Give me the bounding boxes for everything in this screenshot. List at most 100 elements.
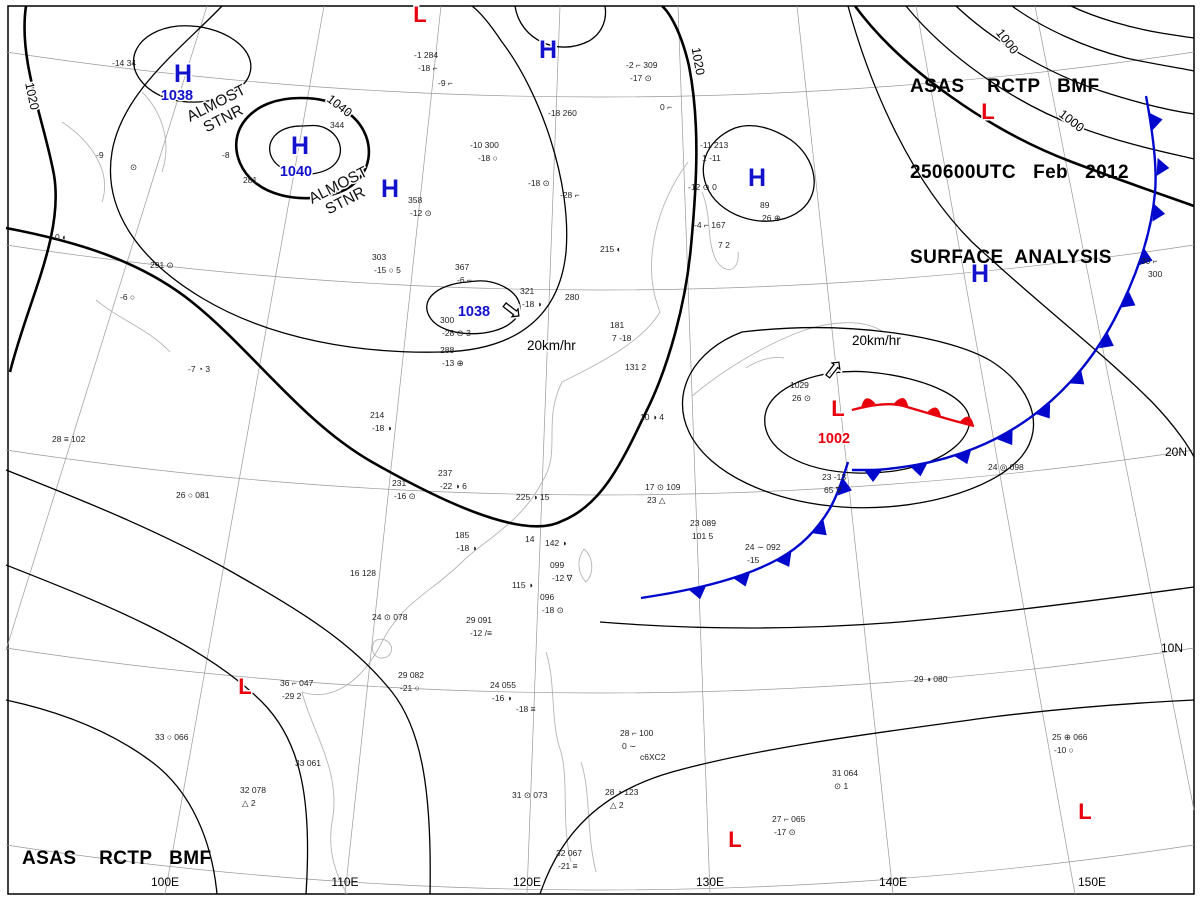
- station-plot: 29 082: [398, 670, 424, 680]
- station-plot: -8: [222, 150, 230, 160]
- low-pressure-symbol: L: [238, 674, 251, 699]
- low-pressure-symbol: L: [981, 99, 994, 124]
- station-plot: 29 091: [466, 615, 492, 625]
- station-plot: 24 055: [490, 680, 516, 690]
- pressure-value: 1002: [818, 431, 850, 447]
- station-plot: -15: [747, 555, 760, 565]
- station-plot: 1 -11: [702, 153, 721, 163]
- cold-front-line: [852, 95, 1157, 472]
- station-plot: 300: [440, 315, 454, 325]
- isobar-label: 1020: [689, 46, 708, 76]
- station-plot: 101 5: [692, 531, 714, 541]
- high-pressure-symbol: H: [971, 260, 989, 288]
- station-plots-layer: -14 34 -9 ⊙ -8 281 291 ⊙ 0 ◐ -6 ○ -7 ◔ 3 28 ≡ 102…: [52, 50, 1162, 871]
- station-plot: 181: [610, 320, 624, 330]
- warm-front-line: [851, 403, 975, 428]
- longitude-label: 140E: [879, 875, 907, 889]
- station-plot: 214: [370, 410, 384, 420]
- station-plot: -12 ⊙: [410, 208, 432, 218]
- cold-front-triangle-icon: [1152, 203, 1166, 222]
- high-pressure-symbol: H: [291, 132, 309, 160]
- station-plot: 17 ⊙ 109: [645, 482, 681, 492]
- cold-front-triangle-icon: [1138, 248, 1153, 266]
- station-plot: 28 ≡ 102: [52, 434, 86, 444]
- chart-type-line: SURFACE ANALYSIS: [910, 247, 1112, 268]
- station-plot: 131 2: [625, 362, 647, 372]
- station-plot: 16 128: [350, 568, 376, 578]
- pressure-value: 1040: [280, 164, 312, 180]
- station-plot: 14: [525, 534, 535, 544]
- station-plot: 0 ∼: [622, 741, 636, 751]
- station-plot: -7 ◔ 3: [188, 364, 210, 374]
- fronts-layer: [640, 95, 1170, 600]
- almost-stnr-label: ALMOSTSTNR: [184, 81, 257, 140]
- station-plot: 26 ○ 081: [176, 490, 210, 500]
- station-plot: 215 ◐: [600, 244, 622, 254]
- station-plot: -28 ⌐: [560, 190, 580, 200]
- station-plot: -22 ◑ 6: [440, 481, 467, 491]
- station-plot: 142 ◑: [545, 538, 567, 548]
- station-plot: 27 ⌐ 065: [772, 814, 806, 824]
- warm-front-semicircle-icon: [959, 416, 974, 426]
- station-plot: -18 ⊙: [542, 605, 564, 615]
- station-plot: -9 ⌐: [438, 78, 453, 88]
- station-plot: -10 ○: [1054, 745, 1074, 755]
- chart-time-line: 250600UTC Feb 2012: [910, 161, 1129, 183]
- station-plot: -10 300: [470, 140, 499, 150]
- low-pressure-symbol: L: [1078, 799, 1091, 824]
- station-plot: -21 ○: [400, 683, 420, 693]
- high-pressure-symbol: H: [174, 60, 192, 88]
- station-plot: 185: [455, 530, 469, 540]
- almost-stnr-label: ALMOSTSTNR: [306, 163, 379, 222]
- station-plot: 1029: [790, 380, 809, 390]
- station-plot: 23 -13: [822, 472, 846, 482]
- pressure-value: 1038: [458, 304, 490, 320]
- station-plot: 89: [760, 200, 770, 210]
- chart-id-line: ASAS RCTP BMF: [910, 76, 1100, 97]
- latitude-label: 20N: [1165, 445, 1187, 459]
- station-plot: 7 2: [718, 240, 730, 250]
- station-plot: -18 ≡: [516, 704, 536, 714]
- station-plot: 291 ⊙: [150, 260, 174, 270]
- station-plot: 0 ⌐: [660, 102, 672, 112]
- cold-front-triangle-icon: [1149, 112, 1163, 131]
- motion-speed-label: 20km/hr: [527, 338, 576, 353]
- low-pressure-symbol: L: [831, 396, 844, 421]
- station-plot: 358: [408, 195, 422, 205]
- station-plot: -18 ◑: [372, 423, 392, 433]
- station-plot: 10 ◑ 4: [640, 412, 664, 422]
- cold-front-triangle-icon: [1069, 369, 1085, 385]
- station-plot: -6 ○: [120, 292, 135, 302]
- station-plot: -21 ≡: [558, 861, 578, 871]
- station-plot: 24 ⊙ 078: [372, 612, 408, 622]
- high-pressure-symbol: H: [748, 164, 766, 192]
- station-plot: -18 260: [548, 108, 577, 118]
- cold-front-triangle-icon: [811, 519, 827, 536]
- station-plot: 26 ⊙: [792, 393, 811, 403]
- station-plot: 237: [438, 468, 452, 478]
- station-plot: △ 2: [610, 800, 624, 810]
- longitude-label: 100E: [151, 875, 179, 889]
- cold-front-triangle-icon: [837, 478, 852, 496]
- longitude-label: 110E: [331, 875, 358, 889]
- station-plot: -4 ⌐ 167: [694, 220, 726, 230]
- high-pressure-symbol: H: [381, 175, 399, 203]
- station-plot: 288: [440, 345, 454, 355]
- station-plot: 225 ◑ 15: [516, 492, 550, 502]
- station-plot: -16 ⊙: [394, 491, 416, 501]
- motion-speed-label: 20km/hr: [852, 333, 901, 348]
- station-plot: 23 △: [647, 495, 666, 505]
- cold-front-triangle-icon: [1156, 157, 1170, 176]
- station-plot: c6XC2: [640, 752, 666, 762]
- warm-front-semicircle-icon: [861, 398, 876, 408]
- station-plot: 36 ⌐ 047: [280, 678, 314, 688]
- station-plot: 24 ◎ 098: [988, 462, 1024, 472]
- station-plot: △ 2: [242, 798, 256, 808]
- high-pressure-symbol: H: [539, 36, 557, 64]
- station-plot: -28 ⊙ 3: [442, 328, 471, 338]
- cold-front-triangle-icon: [954, 449, 972, 465]
- station-plot: -13 ⊕: [442, 358, 464, 368]
- station-plot: 65 ∇: [824, 485, 843, 495]
